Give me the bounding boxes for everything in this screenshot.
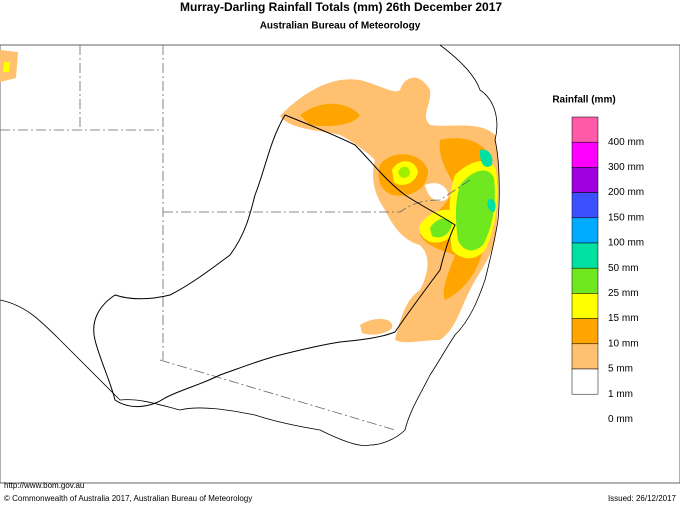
- legend-label: 50 mm: [608, 263, 639, 274]
- map-date: 26th December 2017: [386, 0, 502, 14]
- map-subtitle: Australian Bureau of Meteorology: [260, 21, 421, 32]
- legend-swatch: [571, 141, 599, 168]
- legend-swatch: [571, 318, 599, 345]
- legend-label: 15 mm: [608, 313, 639, 324]
- issued-date: Issued: 26/12/2017: [608, 494, 677, 503]
- legend-label: 0 mm: [608, 414, 633, 425]
- legend: Rainfall (mm) 400 mm 300 mm 200 mm 150 mm 10…: [552, 95, 644, 425]
- legend-title: Rainfall (mm): [552, 95, 615, 106]
- legend-swatch: [571, 267, 599, 294]
- source-url: http://www.bom.gov.au: [4, 481, 84, 490]
- basin-outline: [93, 114, 456, 407]
- legend-swatch: [571, 368, 599, 395]
- legend-label: 200 mm: [608, 187, 644, 198]
- legend-swatch: [571, 343, 599, 370]
- legend-swatch: [571, 242, 599, 269]
- legend-label: 25 mm: [608, 288, 639, 299]
- legend-label: 100 mm: [608, 238, 644, 249]
- legend-label: 10 mm: [608, 338, 639, 349]
- legend-swatch: [571, 167, 599, 193]
- legend-swatch: [571, 116, 599, 143]
- legend-label: 150 mm: [608, 212, 644, 223]
- state-borders: [0, 45, 471, 431]
- legend-label: 5 mm: [608, 364, 633, 375]
- rainfall-areas: [0, 50, 499, 343]
- legend-swatch: [571, 192, 599, 219]
- legend-swatch: [571, 293, 599, 319]
- map-title: Murray-Darling Rainfall Totals (mm): [180, 0, 382, 14]
- copyright: © Commonwealth of Australia 2017, Austra…: [4, 494, 252, 503]
- legend-label: 400 mm: [608, 137, 644, 148]
- legend-label: 1 mm: [608, 389, 633, 400]
- legend-label: 300 mm: [608, 162, 644, 173]
- legend-swatch: [571, 217, 599, 244]
- map: [0, 44, 680, 484]
- coastline: [0, 44, 500, 447]
